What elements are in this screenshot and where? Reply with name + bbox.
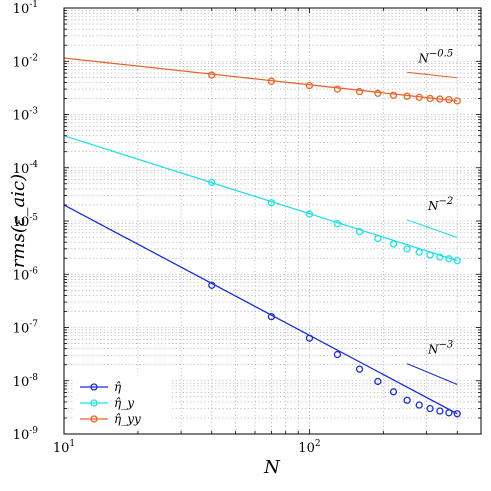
- legend-marker: [90, 383, 98, 391]
- data-point: [445, 255, 453, 263]
- x-tick-label: 102: [298, 439, 320, 456]
- data-point: [436, 253, 444, 261]
- data-point: [445, 409, 453, 417]
- plot-background: [64, 8, 481, 434]
- legend-label: η̂_y: [114, 396, 134, 410]
- data-point: [426, 404, 434, 413]
- legend-label: η̂: [114, 380, 122, 394]
- data-point: [453, 97, 461, 105]
- ticks: 101 10210-110-210-310-410-510-610-710-810…: [13, 0, 481, 456]
- data-point: [389, 91, 398, 99]
- data-point: [374, 377, 382, 386]
- data-point: [267, 77, 276, 85]
- data-point: [453, 410, 461, 418]
- data-point: [374, 234, 382, 243]
- y-tick-label: 10-8: [13, 373, 39, 390]
- data-point: [267, 312, 276, 321]
- data-point: [403, 396, 411, 404]
- y-tick-label: 10-1: [13, 0, 38, 17]
- data-point: [426, 251, 434, 259]
- data-point: [355, 365, 364, 373]
- data-point: [355, 87, 364, 96]
- data-point: [415, 401, 423, 409]
- data-point: [333, 220, 342, 228]
- data-point: [305, 210, 314, 218]
- series-0: [63, 204, 461, 418]
- y-tick-label: 10-2: [13, 53, 38, 70]
- series-2: [63, 57, 461, 105]
- data-point: [403, 245, 411, 253]
- x-axis-label: N: [263, 457, 281, 478]
- data-point: [374, 89, 382, 97]
- y-tick-label: 10-7: [13, 320, 39, 337]
- data-point: [305, 334, 314, 342]
- y-tick-label: 10-3: [13, 107, 39, 124]
- series-line: [63, 57, 458, 102]
- reference-line: [406, 363, 458, 386]
- y-axis-label: rms(ε_aic): [8, 174, 29, 268]
- data-point: [453, 257, 461, 265]
- data-point: [426, 94, 434, 103]
- legend: η̂ η̂_y η̂_yy: [74, 376, 170, 428]
- data-point: [208, 71, 216, 79]
- legend-marker: [90, 415, 98, 423]
- data-point: [333, 85, 342, 93]
- data-point: [436, 95, 444, 103]
- data-point: [208, 281, 216, 289]
- legend-marker: [90, 399, 98, 407]
- data-point: [389, 388, 398, 396]
- data-point: [208, 178, 216, 187]
- data-point: [305, 81, 314, 90]
- series-line: [63, 135, 458, 262]
- reference-line: [407, 71, 458, 79]
- series-1: [63, 135, 461, 265]
- series-layer: [63, 57, 461, 418]
- data-point: [436, 407, 444, 415]
- data-point: [445, 96, 453, 104]
- legend-label: η̂_yy: [114, 412, 141, 426]
- data-point: [355, 228, 364, 236]
- y-tick-label: 10-9: [13, 426, 39, 443]
- data-point: [389, 240, 398, 248]
- series-line: [63, 204, 458, 415]
- reference-line: [406, 219, 458, 239]
- x-tick-label: 101: [53, 439, 75, 456]
- data-point: [403, 92, 411, 100]
- data-point: [415, 248, 423, 256]
- data-point: [333, 350, 342, 359]
- data-point: [415, 93, 423, 101]
- data-point: [267, 199, 276, 207]
